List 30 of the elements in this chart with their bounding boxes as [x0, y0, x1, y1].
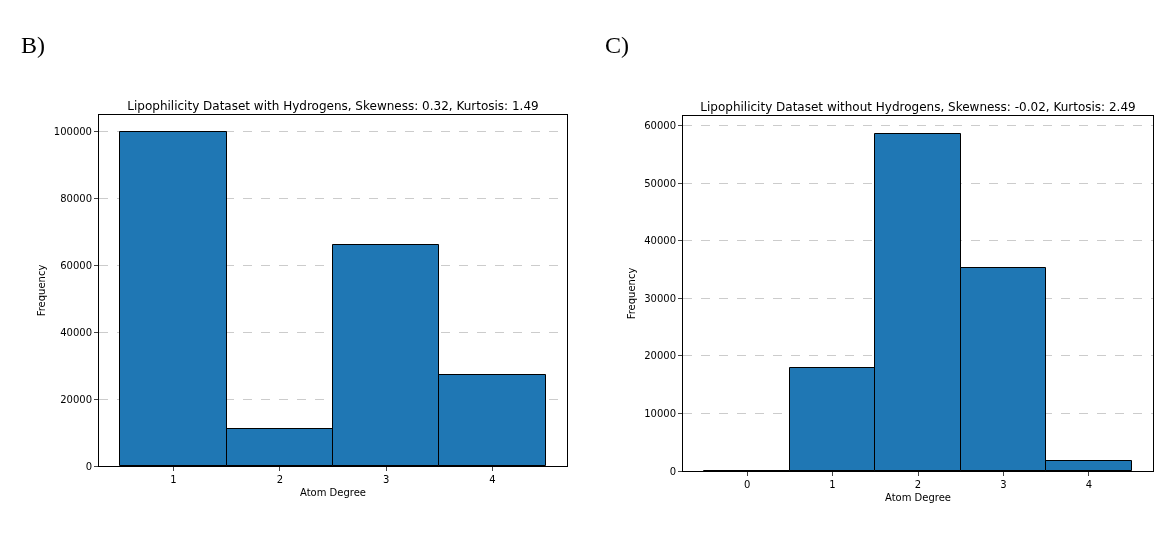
- y-tick-label: 60000: [60, 259, 92, 271]
- y-tick-label: 100000: [53, 126, 92, 138]
- x-tick-label: 3: [382, 474, 390, 485]
- text: C): [605, 32, 629, 58]
- y-tick-label: 20000: [60, 393, 92, 405]
- x-tick-label: 4: [1085, 479, 1093, 490]
- x-axis-title: Atom Degree: [299, 486, 367, 498]
- y-tick-label: 40000: [644, 235, 676, 247]
- y-axis-title: Frequency: [626, 267, 638, 320]
- y-tick-label: 40000: [60, 326, 92, 338]
- y-tick-label: 30000: [644, 292, 676, 304]
- y-tick-label: 10000: [644, 407, 676, 419]
- y-axis-title: Frequency: [35, 264, 47, 317]
- y-tick-label: 50000: [644, 177, 676, 189]
- x-tick-label: 2: [276, 474, 284, 485]
- x-tick-label: 4: [489, 474, 496, 485]
- x-tick-label: 1: [829, 479, 836, 490]
- y-tick-label: 0: [669, 465, 676, 477]
- y-tick-label: 60000: [644, 120, 676, 132]
- chart-title: Lipophilicity Dataset without Hydrogens, Skewness: -0.02, Kurtosis: 2.49: [700, 100, 1136, 114]
- text: B): [21, 32, 45, 58]
- chart-title: Lipophilicity Dataset with Hydrogens, Skewness: 0.32, Kurtosis: 1.49: [127, 99, 539, 113]
- y-tick-label: 0: [85, 460, 92, 472]
- x-tick-label: 2: [914, 479, 922, 490]
- x-axis-title: Atom Degree: [884, 491, 952, 503]
- y-tick-label: 20000: [644, 350, 676, 362]
- x-tick-label: 3: [1000, 479, 1007, 490]
- x-tick-label: 1: [170, 474, 177, 485]
- x-tick-label: 0: [743, 479, 751, 490]
- y-tick-label: 80000: [60, 193, 92, 205]
